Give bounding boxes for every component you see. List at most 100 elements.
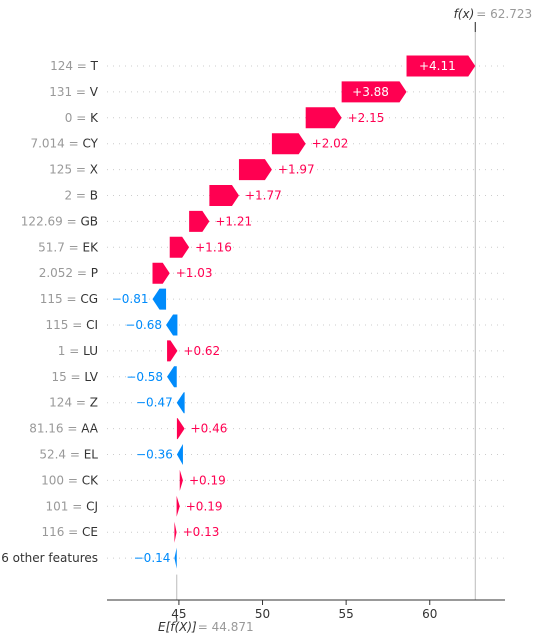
contribution-label: +4.11: [419, 59, 456, 73]
x-tick-label: 50: [255, 607, 270, 621]
contribution-label: +1.16: [195, 240, 232, 254]
feature-value: 115 =: [45, 318, 86, 332]
feature-label: 81.16 = AA: [29, 422, 99, 436]
contribution-label: −0.58: [126, 370, 163, 384]
contribution-bar: [174, 521, 177, 543]
x-tick-label: 45: [171, 607, 186, 621]
feature-name: LV: [84, 370, 98, 384]
feature-name: CE: [82, 525, 98, 539]
feature-label: 0 = K: [65, 111, 99, 125]
feature-value: 2 =: [64, 189, 89, 203]
feature-label: 124 = Z: [49, 396, 98, 410]
contribution-label: +0.62: [183, 344, 220, 358]
contribution-label: +0.19: [186, 499, 223, 513]
feature-value: 116 =: [41, 525, 82, 539]
feature-label: 6 other features: [1, 551, 98, 565]
contribution-label: +2.02: [312, 137, 349, 151]
feature-value: 1 =: [58, 344, 83, 358]
feature-name: T: [90, 59, 99, 73]
contribution-bar: [189, 210, 210, 232]
output-value: = 62.723: [476, 7, 532, 21]
feature-label: 115 = CG: [40, 292, 98, 306]
feature-value: 81.16 =: [29, 422, 81, 436]
contribution-bar: [174, 547, 177, 569]
feature-value: 0 =: [65, 111, 90, 125]
contribution-label: −0.47: [136, 396, 173, 410]
feature-name: X: [90, 163, 98, 177]
contribution-label: +0.46: [191, 422, 228, 436]
feature-name: V: [90, 85, 99, 99]
contribution-label: −0.81: [112, 292, 149, 306]
contribution-bar: [209, 185, 239, 206]
contribution-label: −0.14: [134, 551, 171, 565]
contribution-bar: [176, 444, 183, 465]
feature-label: 52.4 = EL: [39, 448, 98, 462]
feature-name: 6 other features: [1, 551, 98, 565]
feature-labels: +4.11 124 = T +3.88 131 = V +2.15 0 = K +2.02 7…: [1, 59, 456, 565]
feature-label: 1 = LU: [58, 344, 98, 358]
feature-value: 51.7 =: [38, 240, 82, 254]
contribution-bar: [271, 133, 306, 155]
base-value-annotation: E[f(X)] = 44.871: [158, 618, 254, 634]
feature-label: 15 = LV: [51, 370, 98, 384]
feature-name: EK: [83, 240, 100, 254]
contribution-bar: [305, 107, 342, 129]
contribution-label: +1.21: [215, 214, 252, 228]
contribution-label: −0.36: [136, 448, 173, 462]
base-label: E[f(X)]: [158, 620, 197, 634]
feature-label: 7.014 = CY: [30, 137, 98, 151]
feature-value: 124 =: [49, 396, 90, 410]
x-tick-label: 55: [338, 607, 353, 621]
grid-lines: [107, 22, 505, 600]
contribution-bar: [152, 262, 170, 284]
feature-value: 2.052 =: [39, 266, 91, 280]
contribution-bar: [169, 236, 190, 258]
feature-value: 115 =: [40, 292, 81, 306]
feature-label: 100 = CK: [41, 473, 99, 487]
feature-value: 7.014 =: [30, 137, 82, 151]
contribution-label: +3.88: [352, 85, 389, 99]
feature-name: B: [90, 189, 98, 203]
contribution-bar: [176, 418, 185, 440]
x-axis: 45 50 55 60: [107, 599, 505, 621]
output-value-annotation: f(x) = 62.723: [454, 7, 532, 32]
contribution-bar: [176, 392, 185, 414]
feature-value: 125 =: [49, 163, 90, 177]
contribution-bar: [406, 55, 476, 77]
feature-label: 122.69 = GB: [21, 214, 98, 228]
contribution-label: +1.77: [245, 189, 282, 203]
feature-label: 2 = B: [64, 189, 98, 203]
feature-value: 100 =: [41, 473, 82, 487]
feature-value: 15 =: [51, 370, 84, 384]
feature-label: 51.7 = EK: [38, 240, 99, 254]
output-label: f(x): [454, 7, 475, 21]
feature-label: 125 = X: [49, 163, 98, 177]
feature-value: 52.4 =: [39, 448, 83, 462]
contribution-bar: [176, 495, 180, 517]
feature-name: P: [91, 266, 98, 280]
feature-value: 122.69 =: [21, 214, 81, 228]
feature-label: 131 = V: [49, 85, 99, 99]
contribution-bar: [152, 288, 167, 310]
feature-label: 101 = CJ: [45, 499, 98, 513]
feature-name: EL: [84, 448, 99, 462]
contribution-bar: [341, 81, 407, 103]
feature-name: LU: [83, 344, 98, 358]
contribution-label: −0.68: [125, 318, 162, 332]
feature-name: CI: [86, 318, 98, 332]
feature-name: AA: [81, 422, 99, 436]
feature-label: 2.052 = P: [39, 266, 98, 280]
contribution-label: +1.97: [278, 163, 315, 177]
feature-label: 116 = CE: [41, 525, 98, 539]
feature-name: CK: [82, 473, 99, 487]
base-value: = 44.871: [198, 620, 254, 634]
x-tick-label: 60: [422, 607, 437, 621]
feature-name: CG: [80, 292, 98, 306]
feature-value: 124 =: [50, 59, 91, 73]
feature-label: 124 = T: [50, 59, 99, 73]
contribution-bar: [238, 159, 272, 181]
feature-name: GB: [80, 214, 98, 228]
feature-label: 115 = CI: [45, 318, 98, 332]
contribution-label: +0.13: [183, 525, 220, 539]
